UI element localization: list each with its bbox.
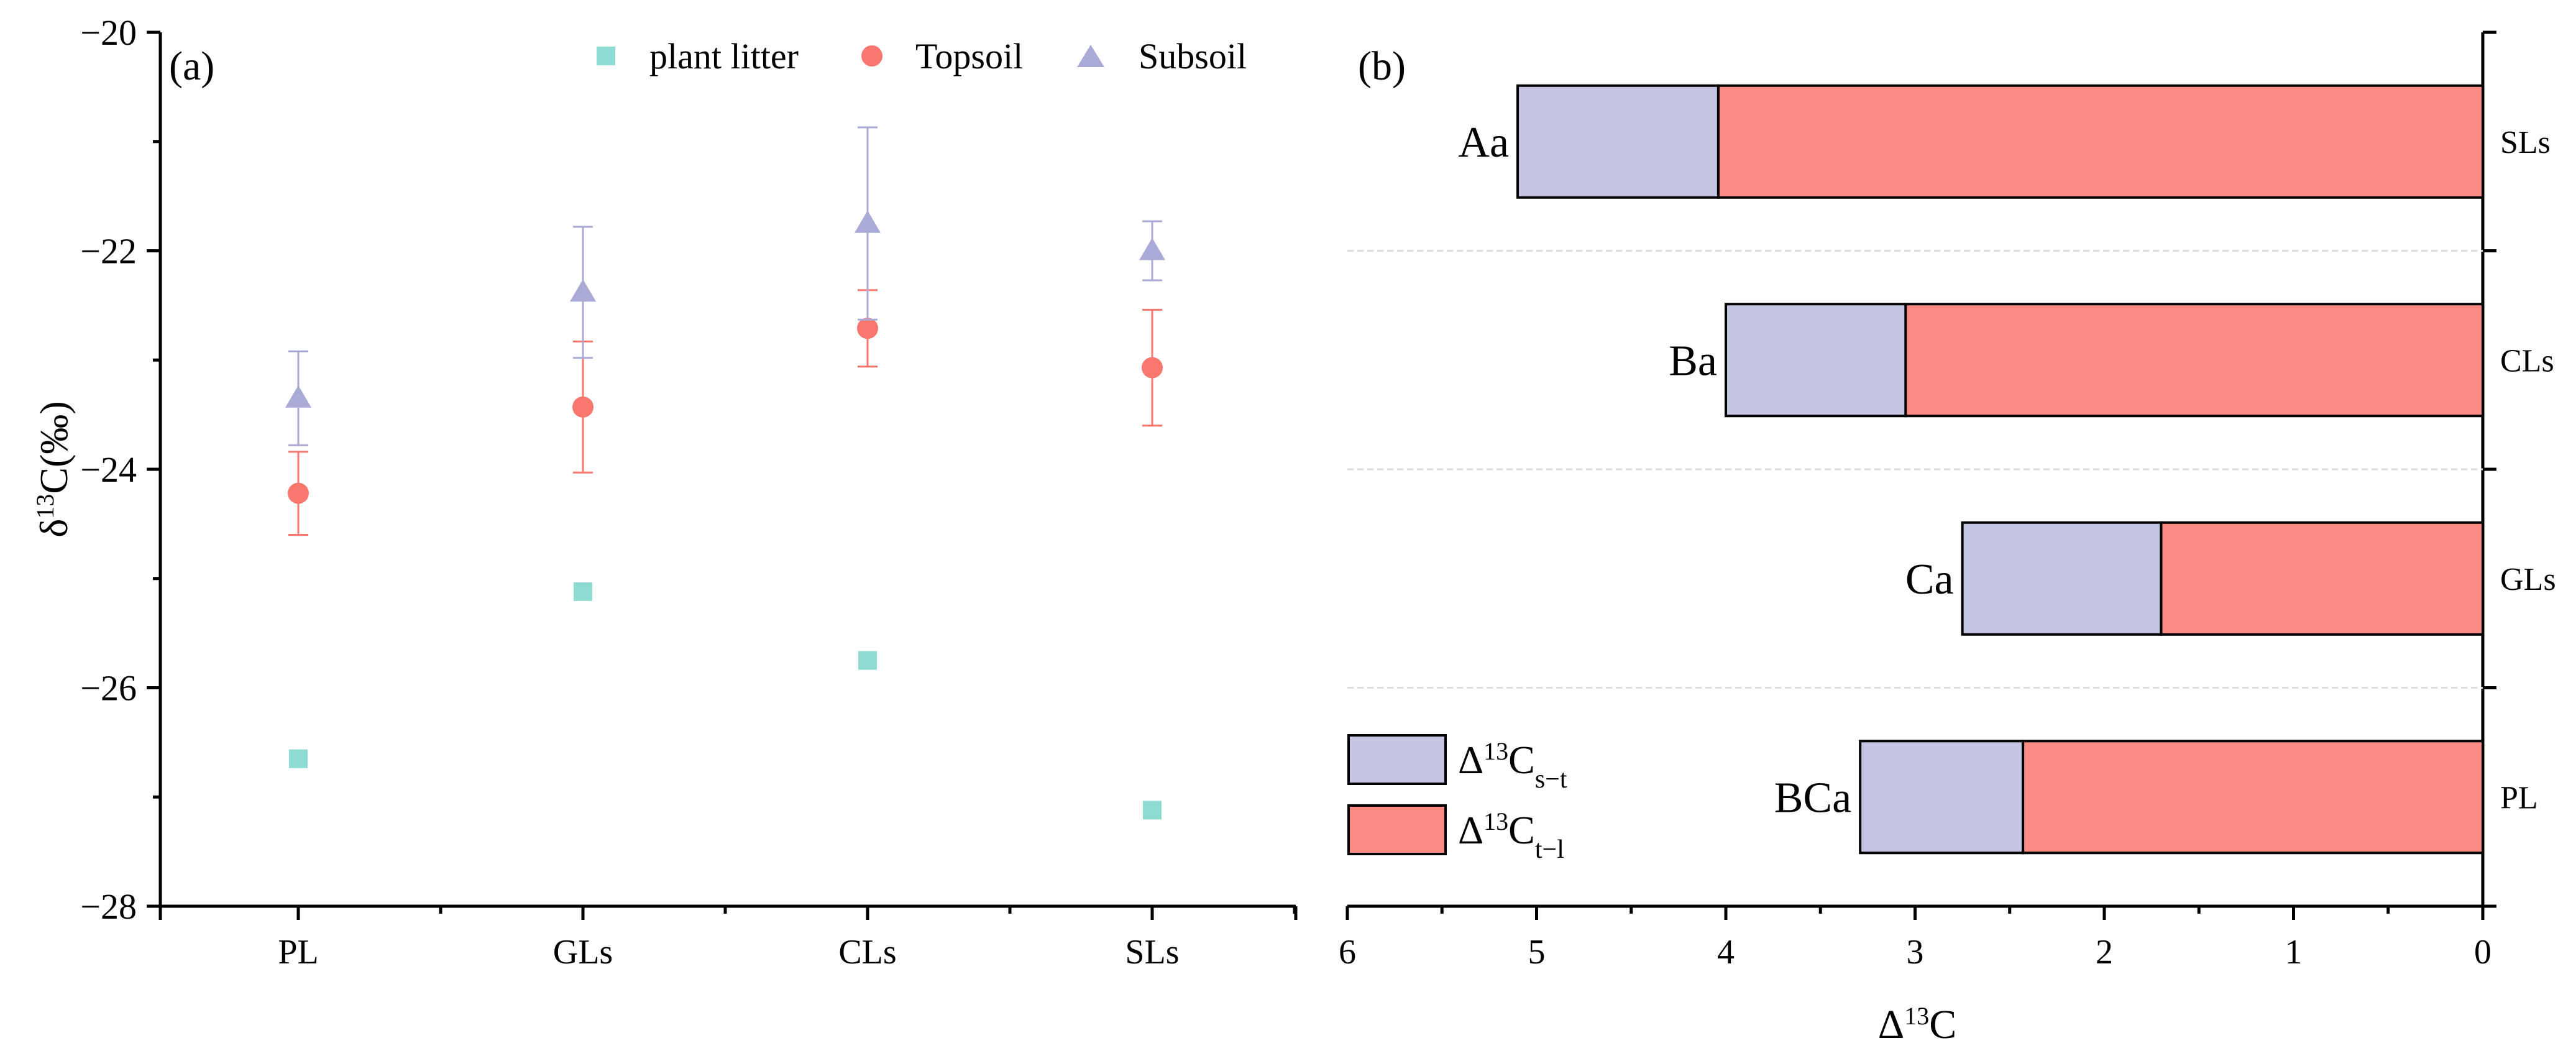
panel-a: −28−26−24−22−20 PL GLs CLs SLs (a) δ13C(‰) …: [31, 12, 1298, 971]
x-tick-label: GLs: [553, 933, 613, 971]
legend-label-s-t: Δ13Cs−t: [1458, 737, 1567, 794]
data-point-plant-litter: [1143, 801, 1162, 820]
data-point-topsoil: [1142, 357, 1163, 379]
x-tick-label: 2: [2096, 933, 2113, 971]
panel-a-label: (a): [169, 44, 214, 89]
x-tick-label: 1: [2285, 933, 2303, 971]
category-label: PL: [2500, 780, 2538, 815]
panel-b-legend: Δ13Cs−t Δ13Ct−l: [1347, 734, 1567, 865]
legend-label-subsoil: Subsoil: [1139, 36, 1247, 76]
bar-segment-s-t: [1859, 740, 2025, 855]
x-tick-label: SLs: [1125, 933, 1179, 971]
bar-segment-s-t: [1961, 521, 2163, 636]
y-tick-label: −24: [80, 449, 137, 490]
x-tick-label: PL: [278, 933, 318, 971]
x-tick-label: CLs: [838, 933, 896, 971]
bar-segment-t-l: [2160, 521, 2485, 636]
group-letter-label: Ca: [1905, 556, 1954, 604]
data-point-topsoil: [857, 318, 878, 339]
panel-b-label: (b): [1358, 44, 1406, 89]
category-label: GLs: [2500, 562, 2556, 597]
data-point-subsoil: [570, 279, 596, 302]
panel-a-legend: plant litter Topsoil Subsoil: [597, 36, 1247, 76]
data-point-subsoil: [1139, 237, 1165, 260]
data-point-plant-litter: [289, 749, 308, 768]
bar-segment-t-l: [2022, 740, 2484, 855]
x-tick-label: 5: [1528, 933, 1546, 971]
y-tick-label: −20: [80, 12, 137, 53]
y-tick-label: −28: [80, 886, 137, 927]
data-point-topsoil: [288, 482, 309, 504]
group-letter-label: BCa: [1774, 774, 1851, 822]
legend-label-plant-litter: plant litter: [649, 36, 799, 76]
bar-segment-t-l: [1904, 303, 2484, 418]
data-point-subsoil: [855, 210, 881, 233]
x-tick-label: 4: [1717, 933, 1735, 971]
category-label: SLs: [2500, 125, 2551, 160]
legend-triangle-marker: [1077, 45, 1104, 67]
panel-b-x-axis-title: Δ13C: [1878, 1002, 1956, 1048]
data-point-topsoil: [572, 396, 594, 418]
data-point-plant-litter: [574, 582, 592, 601]
legend-circle-marker: [861, 45, 882, 67]
data-point-subsoil: [285, 385, 311, 408]
legend-label-topsoil: Topsoil: [915, 36, 1023, 76]
bar-segment-s-t: [1516, 84, 1720, 199]
legend-square-marker: [597, 47, 615, 65]
y-tick-label: −26: [80, 668, 137, 709]
y-tick-label: −22: [80, 231, 137, 272]
category-label: CLs: [2500, 343, 2554, 379]
bar-segment-t-l: [1717, 84, 2485, 199]
group-letter-label: Aa: [1458, 119, 1509, 167]
legend-label-t-l: Δ13Ct−l: [1458, 807, 1564, 865]
bar-segment-s-t: [1725, 303, 1907, 418]
panel-b: 6 5 4 3 2 1 0 Aa SLs Ba CLs Ca GLs BCa PL (b) Δ13C Δ1…: [1339, 30, 2556, 1048]
x-tick-label: 0: [2474, 933, 2491, 971]
legend-swatch-t-l: [1347, 804, 1447, 855]
legend-swatch-s-t: [1347, 734, 1447, 785]
group-letter-label: Ba: [1669, 337, 1717, 385]
data-point-plant-litter: [858, 651, 877, 670]
panel-a-y-axis-title: δ13C(‰): [31, 401, 76, 537]
x-tick-label: 6: [1339, 933, 1356, 971]
x-tick-label: 3: [1907, 933, 1924, 971]
